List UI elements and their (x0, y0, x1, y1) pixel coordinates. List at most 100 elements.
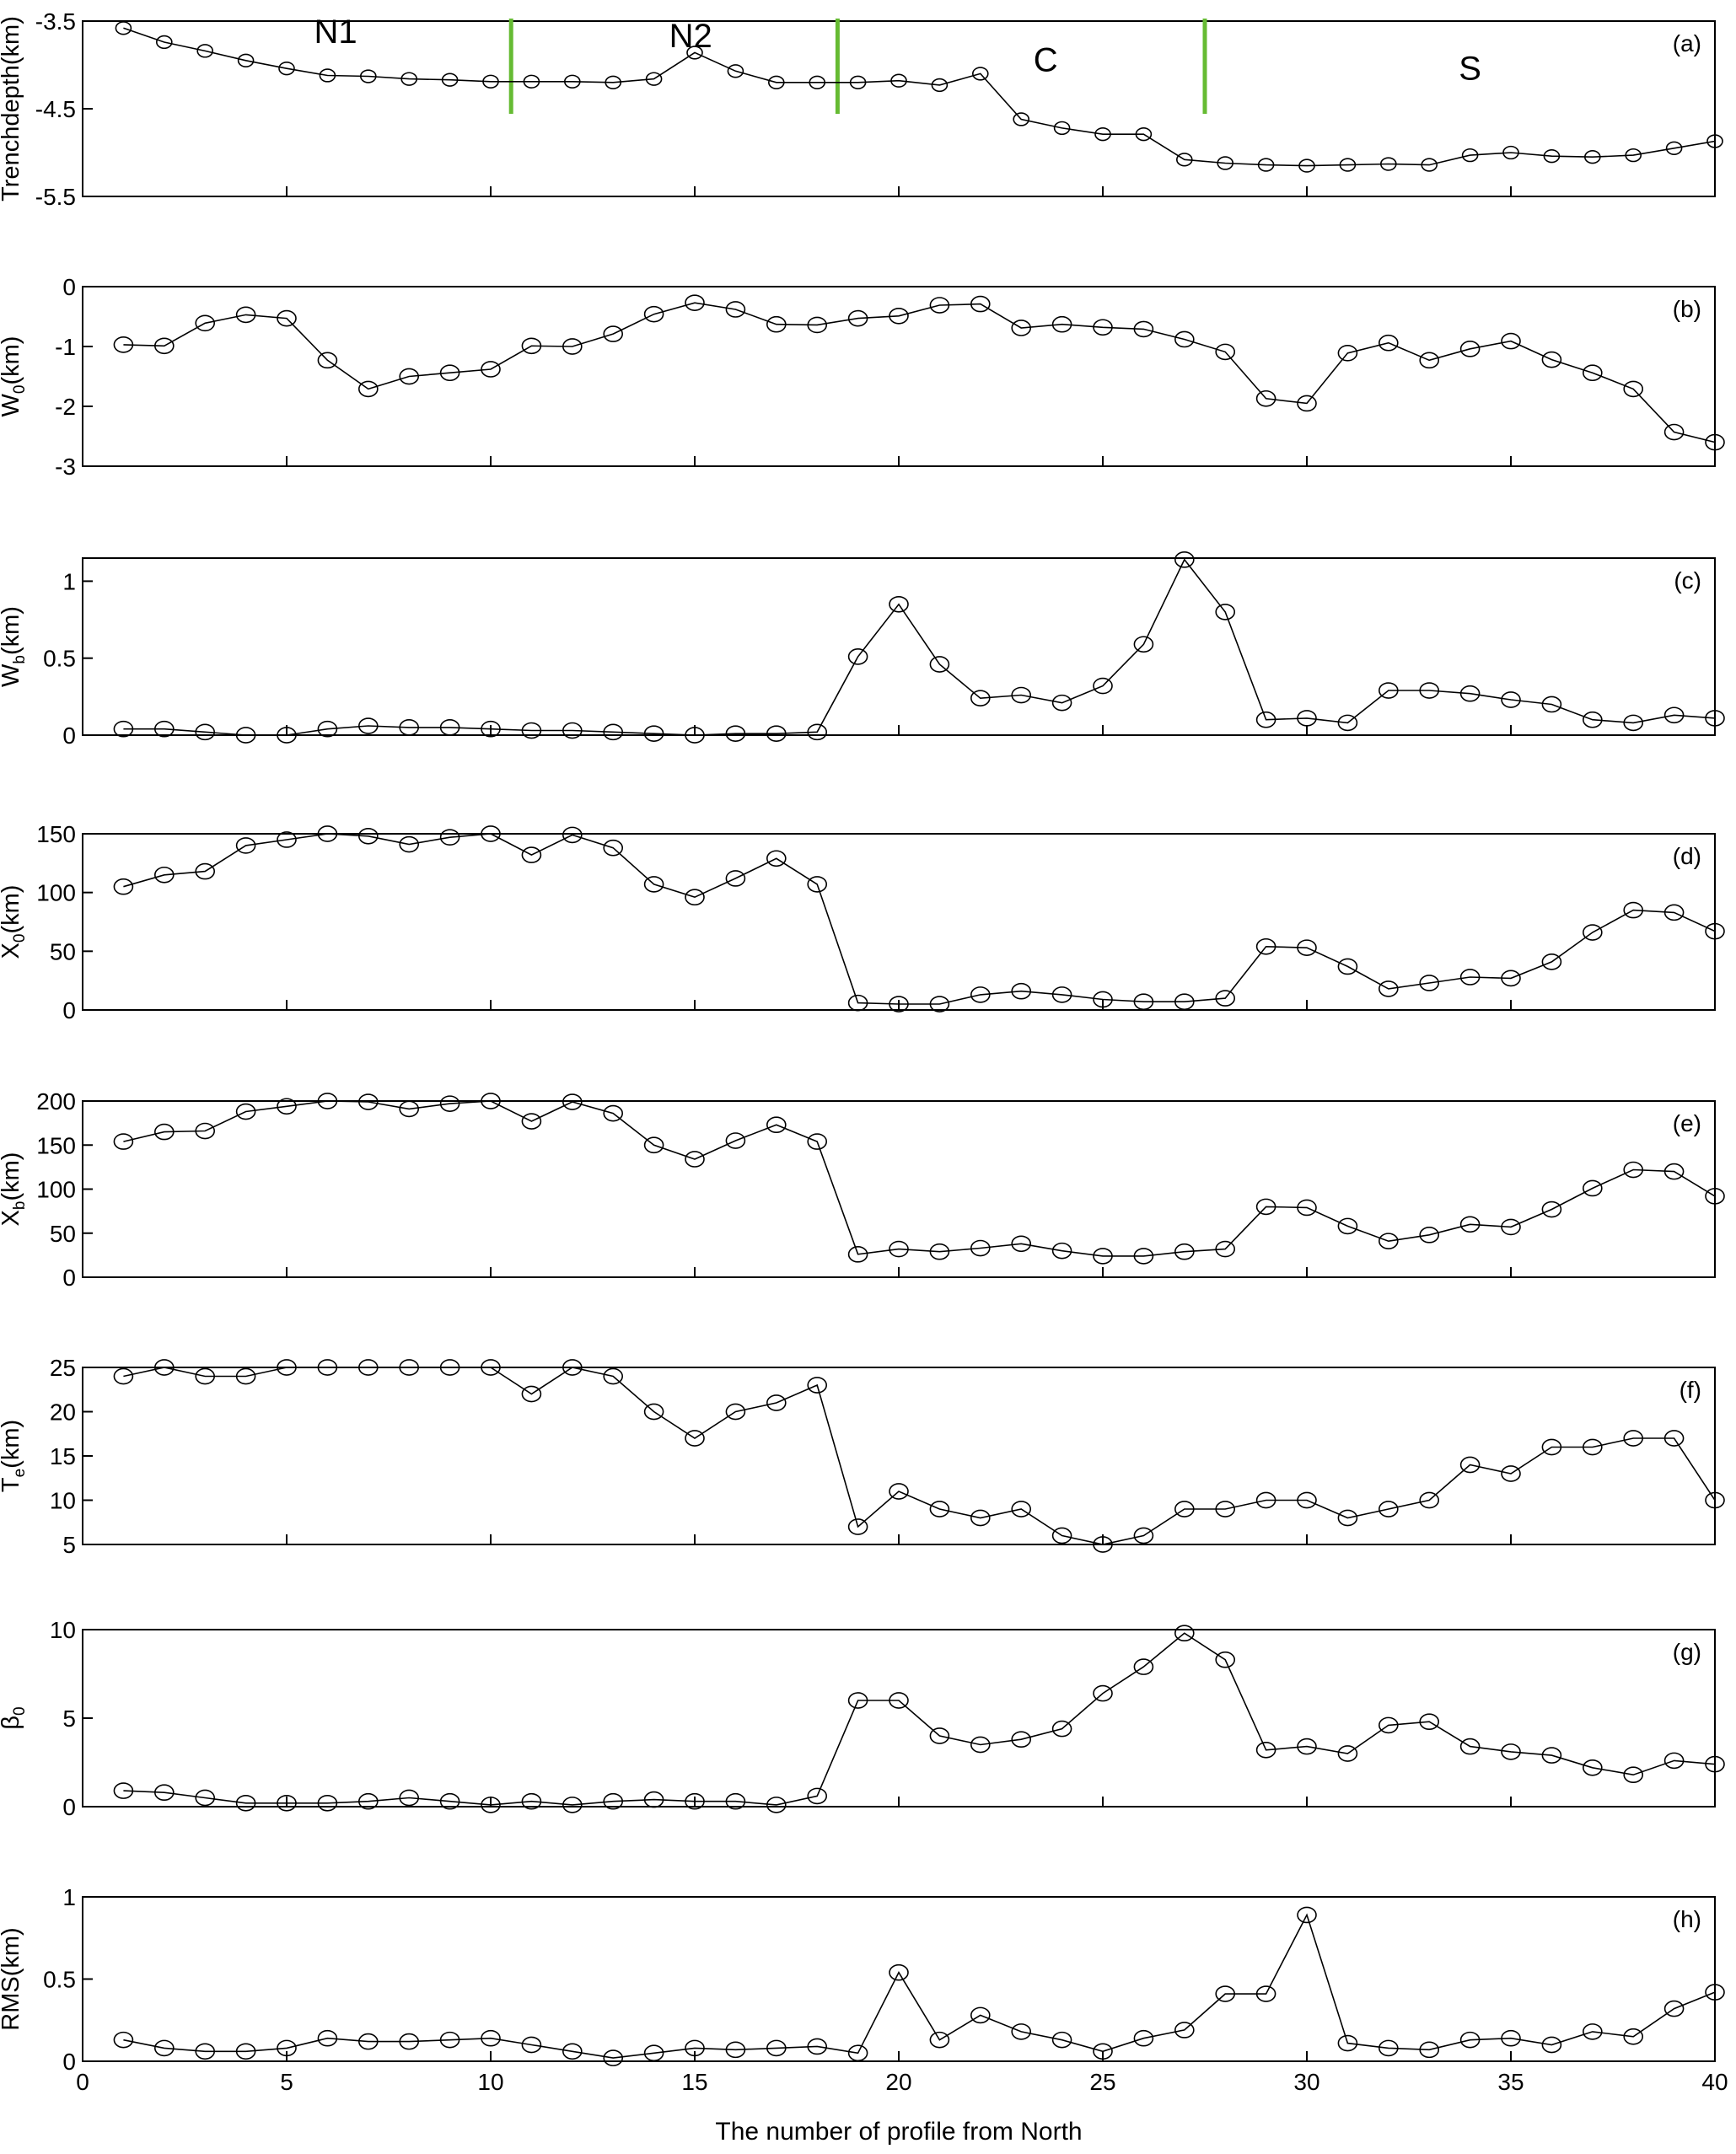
data-point (1623, 380, 1643, 398)
data-point (277, 1098, 297, 1115)
data-point (439, 1095, 460, 1112)
data-point (1705, 433, 1725, 451)
data-point (1298, 158, 1315, 173)
data-point (1174, 1501, 1195, 1517)
panel-g: 0 5 10 β0 (g) (0, 1617, 1725, 1820)
data-point (521, 337, 542, 355)
data-point (1051, 1720, 1072, 1738)
data-point (685, 1430, 705, 1447)
data-point (807, 1377, 828, 1394)
y-tick-label: -3.5 (35, 8, 76, 35)
data-point (563, 74, 581, 89)
data-point (725, 2041, 746, 2059)
data-point (1297, 1491, 1317, 1509)
series-line (123, 1100, 1716, 1257)
data-point (767, 75, 785, 89)
data-point (439, 1792, 460, 1810)
data-point (357, 380, 379, 398)
y-axis-label: W0(km) (0, 336, 29, 417)
data-point (1011, 1501, 1031, 1517)
data-point (1093, 677, 1113, 695)
data-point (1705, 710, 1725, 727)
data-point (154, 2039, 175, 2057)
data-point (481, 1359, 501, 1376)
data-point (1379, 1233, 1399, 1249)
data-point (196, 44, 213, 58)
data-point (1705, 1755, 1725, 1773)
data-point (1419, 682, 1439, 699)
y-tick-label: 0.5 (43, 646, 76, 672)
data-point (1501, 1743, 1521, 1760)
panel-f: 5 10 15 20 25 Te(km) (f) (0, 1355, 1725, 1558)
data-point (1584, 150, 1601, 164)
data-point (235, 1367, 256, 1385)
data-point (1011, 982, 1031, 1000)
data-point (357, 717, 379, 734)
series-line (123, 558, 1716, 736)
data-point (807, 316, 828, 334)
data-point (970, 2006, 991, 2024)
data-point (521, 1385, 542, 1403)
data-point (399, 368, 420, 385)
data-point (929, 297, 950, 314)
data-point (643, 1791, 664, 1808)
data-point (481, 361, 501, 378)
data-point (1174, 993, 1195, 1011)
data-point (889, 307, 909, 325)
data-point (1051, 694, 1072, 712)
y-tick-label: 50 (50, 1221, 76, 1247)
data-point (1543, 148, 1561, 164)
data-point (441, 73, 459, 87)
data-point (277, 2039, 297, 2057)
data-point (113, 1133, 134, 1150)
data-point (643, 2044, 664, 2062)
data-point (1133, 1248, 1154, 1265)
data-point (766, 1116, 787, 1134)
x-tick-label: 25 (1089, 2069, 1115, 2095)
data-point (317, 2029, 338, 2047)
data-point (929, 2031, 950, 2049)
y-tick-label: 5 (62, 1532, 76, 1558)
data-point (1705, 1984, 1725, 2001)
data-point (235, 727, 256, 744)
x-tick-label: 15 (681, 2069, 707, 2095)
data-point (1501, 1218, 1521, 1236)
data-point (521, 722, 542, 739)
data-point (400, 72, 418, 86)
data-point (1541, 1201, 1562, 1218)
data-point (1011, 1731, 1031, 1748)
data-point (317, 825, 338, 842)
panel-h: 0 0.5 1 RMS(km) (h) (0, 1884, 1725, 2075)
data-point (521, 1792, 542, 1810)
data-point (399, 835, 420, 853)
y-axis-label: X0(km) (0, 885, 29, 959)
data-point (1297, 395, 1317, 412)
y-axis-label: Wb(km) (0, 606, 29, 687)
data-point (439, 829, 460, 846)
data-point (1051, 2031, 1072, 2049)
data-point (1297, 710, 1317, 727)
data-point (1133, 1527, 1154, 1544)
y-tick-label: 50 (50, 938, 76, 964)
data-point (686, 46, 703, 60)
data-point (603, 2049, 624, 2066)
data-point (1255, 1741, 1276, 1759)
y-tick-label: -5.5 (35, 184, 76, 210)
data-point (889, 1963, 909, 1981)
data-point (482, 74, 499, 89)
data-point (195, 1122, 215, 1140)
panel-tag: (f) (1680, 1377, 1701, 1403)
data-point (847, 1518, 868, 1535)
data-point (195, 723, 215, 741)
y-tick-label: 1 (62, 568, 76, 594)
panel-tag: (h) (1673, 1906, 1701, 1932)
data-point (727, 64, 744, 78)
data-point (1583, 1438, 1603, 1456)
data-point (1663, 423, 1685, 441)
data-point (1623, 714, 1643, 732)
data-point (766, 725, 787, 742)
data-point (1663, 2000, 1685, 2017)
data-point (1665, 141, 1683, 155)
x-tick-label: 30 (1293, 2069, 1319, 2095)
y-tick-label: -2 (55, 394, 76, 420)
